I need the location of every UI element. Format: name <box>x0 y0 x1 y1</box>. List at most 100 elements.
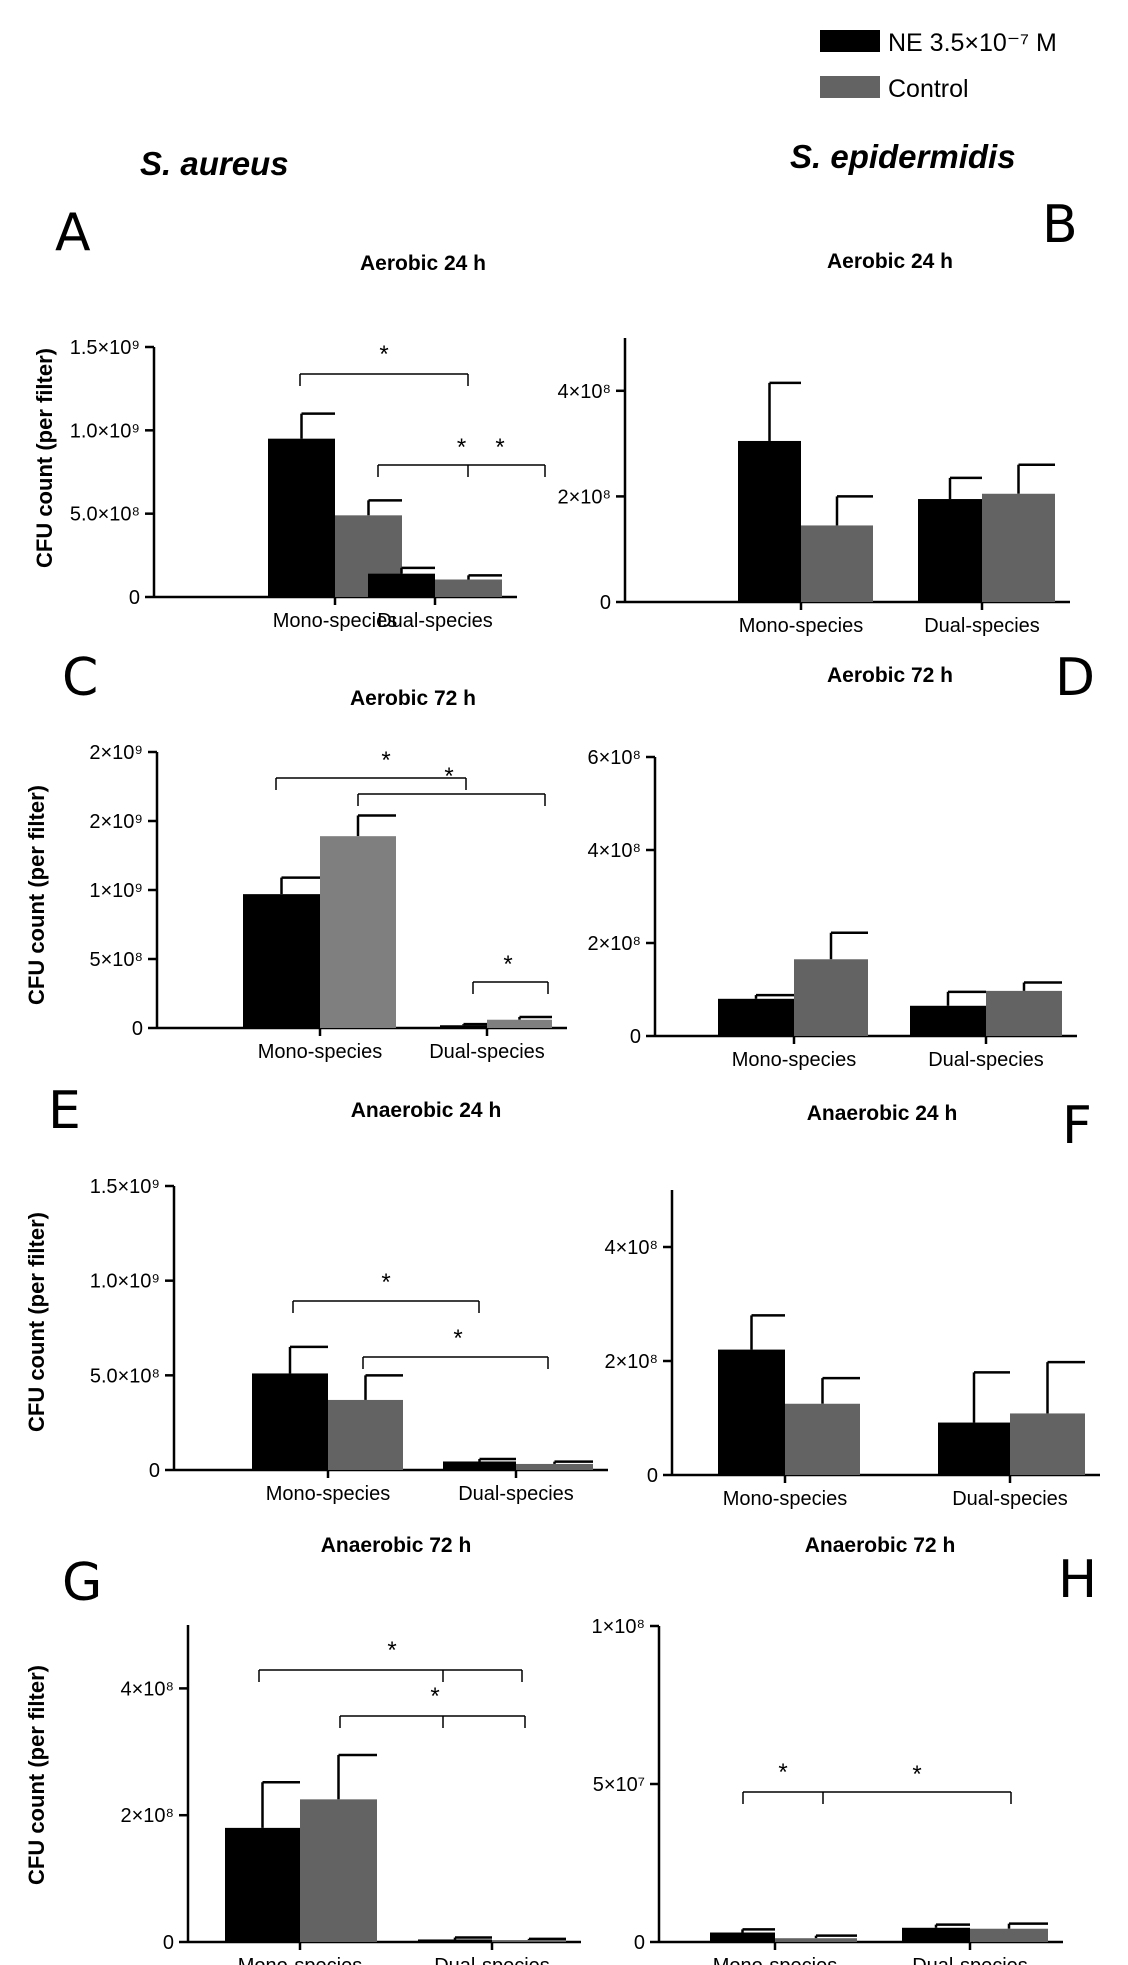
panel-f-bar-control-mono <box>785 1403 860 1475</box>
panel-h-category-label: Mono-species <box>713 1955 838 1965</box>
panel-g-title: Anaerobic 72 h <box>321 1534 472 1557</box>
panel-h-ytick-label: 0 <box>634 1932 645 1954</box>
panel-g-ytick-label: 2×10⁸ <box>121 1805 175 1827</box>
panel-f-chart: 0 2×10⁸ 4×10⁸ Mono-species Dual-species <box>605 1190 1100 1510</box>
panel-c-bar-control-mono <box>320 836 396 1028</box>
panel-letter-h: H <box>1058 1550 1097 1610</box>
panel-letter-b: B <box>1042 195 1078 255</box>
panel-h-bar-control-dual <box>970 1928 1048 1942</box>
panel-b-bar-control-dual <box>982 493 1055 602</box>
panel-f-ytick-label: 2×10⁸ <box>605 1351 659 1373</box>
panel-c-category-label: Mono-species <box>258 1041 383 1063</box>
panel-a-title: Aerobic 24 h <box>360 252 486 275</box>
panel-e-ytick-label: 1.0×10⁹ <box>90 1271 160 1293</box>
legend-label-control: Control <box>888 75 969 103</box>
panel-g-category-label: Mono-species <box>238 1955 363 1965</box>
panel-c-ytick-label: 5×10⁸ <box>90 949 144 971</box>
panel-h-bar-control-mono <box>775 1938 857 1942</box>
panel-e-category-label: Dual-species <box>458 1483 574 1505</box>
panel-e-bar-control-mono <box>328 1399 403 1470</box>
panel-f-bar-ne-dual <box>938 1422 1010 1475</box>
panel-c-ytick-label: 2×10⁹ <box>89 811 143 833</box>
panel-f-title: Anaerobic 24 h <box>807 1102 958 1125</box>
panel-h-ytick-label: 5×10⁷ <box>593 1774 645 1796</box>
panel-g-significance-star: * <box>430 1683 439 1710</box>
panel-letter-a: A <box>55 203 91 263</box>
panel-a-chart: 0 5.0×10⁸ 1.0×10⁹ 1.5×10⁹ Mono-speciesDual-s… <box>70 337 546 632</box>
panel-d-ytick-label: 2×10⁸ <box>588 933 642 955</box>
panel-f-category-label: Dual-species <box>952 1488 1068 1510</box>
panel-a-bar-control-dual <box>435 579 502 597</box>
panel-b-bar-control-mono <box>801 525 873 602</box>
panel-letter-e: E <box>48 1081 81 1141</box>
panel-g-significance-star: * <box>387 1637 396 1664</box>
panel-a-significance-star: * <box>379 341 388 368</box>
panel-c-ytick-label: 0 <box>132 1018 143 1040</box>
panel-letter-d: D <box>1055 648 1095 708</box>
panel-a-category-label: Mono-species <box>273 610 398 632</box>
panel-h-bar-ne-mono <box>710 1932 775 1942</box>
panel-f-ytick-label: 0 <box>647 1465 658 1487</box>
panel-e-bar-ne-mono <box>252 1373 328 1470</box>
panel-e-ylabel: CFU count (per filter) <box>24 1212 49 1432</box>
panel-b-bar-ne-dual <box>918 499 982 602</box>
panel-h-ytick-label: 1×10⁸ <box>592 1616 646 1638</box>
panel-c-bar-control-dual <box>487 1019 552 1028</box>
panel-d-ytick-label: 6×10⁸ <box>588 747 642 769</box>
panel-c-ylabel: CFU count (per filter) <box>24 785 49 1005</box>
panel-e-significance-star: * <box>453 1325 462 1352</box>
panel-f-category-label: Mono-species <box>723 1488 848 1510</box>
species-title-right: S. epidermidis <box>790 138 1016 175</box>
panel-a-ylabel: CFU count (per filter) <box>32 348 57 568</box>
panel-g-bar-control-dual <box>492 1940 566 1942</box>
panel-h-title: Anaerobic 72 h <box>805 1534 956 1557</box>
panel-e-bar-control-dual <box>516 1463 593 1470</box>
panel-b-category-label: Mono-species <box>739 615 864 637</box>
panel-c-title: Aerobic 72 h <box>350 687 476 710</box>
panel-h-significance-star: * <box>912 1761 921 1788</box>
panel-e-title: Anaerobic 24 h <box>351 1099 502 1122</box>
panel-letter-c: C <box>62 648 98 708</box>
panel-h-category-label: Dual-species <box>912 1955 1028 1965</box>
panel-b-title: Aerobic 24 h <box>827 250 953 273</box>
panel-e-chart: 0 5.0×10⁸ 1.0×10⁹ 1.5×10⁹ Mono-species Dual-s… <box>90 1176 608 1505</box>
panel-a-ytick-label: 1.0×10⁹ <box>70 420 140 442</box>
panel-c-significance-star: * <box>444 763 453 790</box>
panel-e-ytick-label: 5.0×10⁸ <box>90 1365 160 1387</box>
panel-d-title: Aerobic 72 h <box>827 664 953 687</box>
legend: NE 3.5×10⁻⁷ M Control <box>820 29 1057 103</box>
panel-b-bar-ne-mono <box>738 440 801 602</box>
panel-a-significance-star: * <box>457 434 466 461</box>
panel-c-bar-ne-dual <box>440 1025 487 1028</box>
panel-d-bar-ne-dual <box>910 1005 986 1036</box>
panel-d-ytick-label: 4×10⁸ <box>588 840 642 862</box>
panel-g-ytick-label: 0 <box>163 1932 174 1954</box>
panel-letter-g: G <box>62 1553 102 1613</box>
panel-d-bar-control-dual <box>986 990 1062 1036</box>
panel-e-bar-ne-dual <box>443 1461 516 1470</box>
species-title-left: S. aureus <box>140 145 289 182</box>
panel-g-chart: 0 2×10⁸ 4×10⁸ Mono-species Dual-species * * <box>121 1625 581 1965</box>
panel-letter-f: F <box>1062 1096 1092 1156</box>
panel-a-ytick-label: 5.0×10⁸ <box>70 504 140 526</box>
panel-g-bar-ne-dual <box>418 1939 492 1942</box>
panel-c-chart: 0 5×10⁸ 1×10⁹ 2×10⁹ 2×10⁹ Mono-species Dual-sp… <box>89 742 567 1063</box>
panel-a-ytick-label: 0 <box>129 587 140 609</box>
panel-h-bar-ne-dual <box>902 1927 970 1942</box>
panel-g-ylabel: CFU count (per filter) <box>24 1665 49 1885</box>
panel-a-bar-ne-dual <box>368 573 435 597</box>
panel-b-chart: 0 2×10⁸ 4×10⁸ Mono-species Dual-species <box>558 338 1070 637</box>
panel-e-ytick-label: 1.5×10⁹ <box>90 1176 160 1198</box>
panel-b-ytick-label: 0 <box>600 592 611 614</box>
panel-g-bar-control-mono <box>300 1799 377 1942</box>
panel-e-category-label: Mono-species <box>266 1483 391 1505</box>
panel-e-ytick-label: 0 <box>149 1460 160 1482</box>
panel-d-category-label: Dual-species <box>928 1049 1044 1071</box>
panel-c-ytick-label: 2×10⁹ <box>89 742 143 764</box>
panel-d-bar-ne-mono <box>718 998 794 1036</box>
panel-b-ytick-label: 2×10⁸ <box>558 486 612 508</box>
panel-a-bar-ne-mono <box>268 438 335 597</box>
panel-d-ytick-label: 0 <box>630 1026 641 1048</box>
legend-swatch-ne <box>820 30 880 52</box>
